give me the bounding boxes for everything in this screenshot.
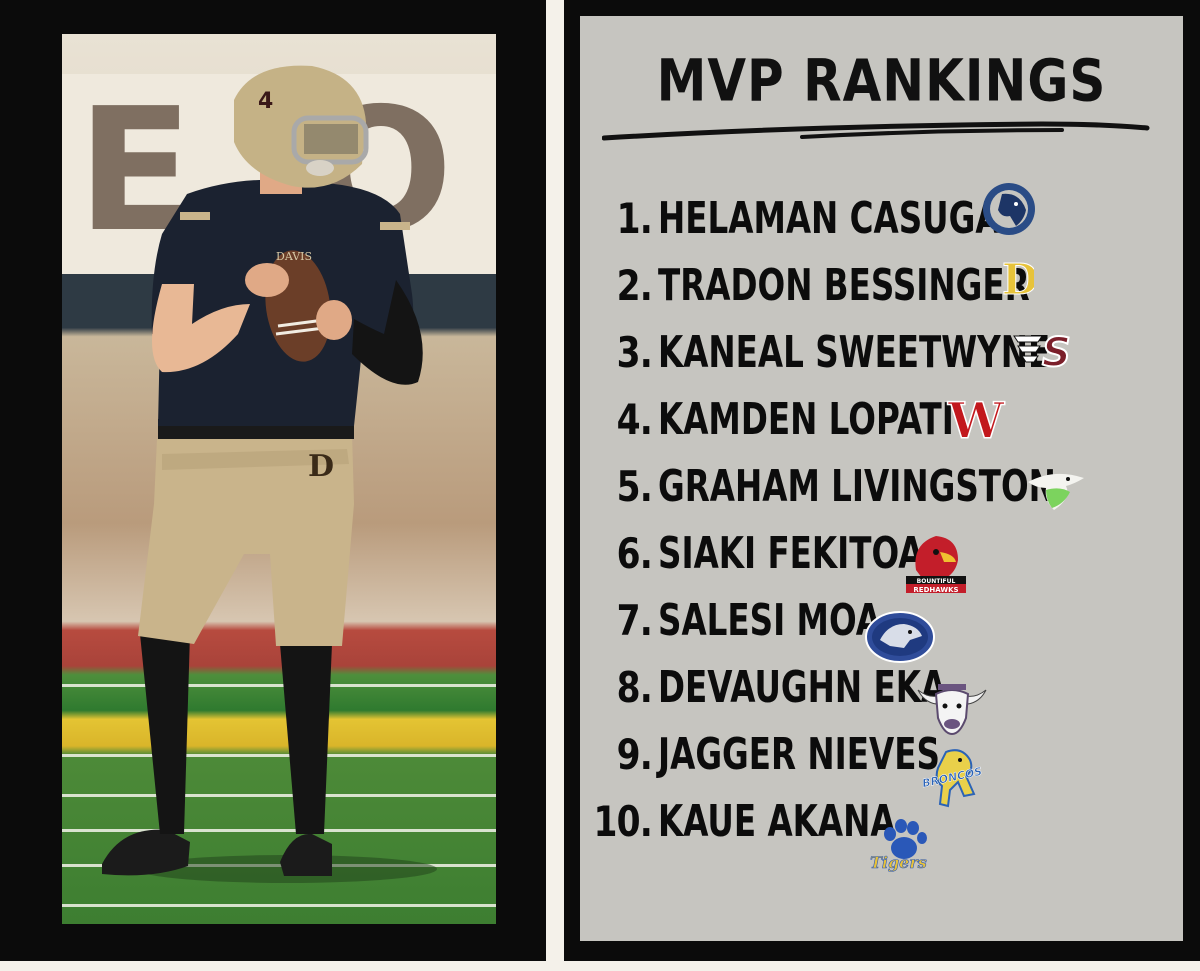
list-item: 9. JAGGER NIEVES	[580, 724, 1039, 784]
rank-number: 8.	[616, 662, 653, 712]
svg-text:DAVIS: DAVIS	[276, 250, 312, 263]
quarterback-figure: 4 DAVIS D	[102, 65, 437, 883]
svg-text:D: D	[308, 449, 334, 484]
w-logo-icon: W	[946, 394, 1006, 444]
player-name: SALESI MOA	[658, 594, 881, 646]
list-item: 10. KAUE AKANA	[580, 791, 979, 851]
helmet-number: 4	[258, 89, 273, 114]
rank-number: 5.	[616, 461, 653, 511]
player-name: SIAKI FEKITOA	[658, 527, 924, 579]
broncos-logo-icon: BRONCOS	[921, 749, 984, 808]
rank-number: 2.	[616, 260, 653, 310]
svg-text:W: W	[947, 394, 1005, 444]
player-name: KAMDEN LOPATI	[658, 393, 954, 445]
redhawks-logo-icon: BOUNTIFUL REDHAWKS	[906, 536, 966, 594]
list-item: 2. TRADON BESSINGER	[580, 255, 1160, 315]
wolf-logo-icon	[865, 611, 935, 663]
list-item: 6. SIAKI FEKITOA	[580, 523, 1017, 583]
rank-number: 6.	[616, 528, 653, 578]
svg-text:D: D	[1002, 255, 1034, 302]
player-photo: E O	[62, 34, 496, 924]
list-item: 7. SALESI MOA	[580, 590, 959, 650]
rank-number: 10.	[593, 796, 652, 846]
title-underline	[602, 121, 1150, 141]
rank-number: 1.	[616, 193, 653, 243]
page-title: MVP RANKINGS	[656, 47, 1107, 115]
tigers-paw-logo-icon: Tigers	[870, 819, 927, 872]
list-item: 5. GRAHAM LIVINGSTON	[580, 456, 1196, 516]
player-name: KAUE AKANA	[658, 795, 896, 847]
list-item: 4. KAMDEN LOPATI	[580, 389, 1058, 449]
player-name: DEVAUGHN EKA	[658, 661, 947, 713]
rank-number: 3.	[616, 327, 653, 377]
bottom-border	[0, 961, 1200, 971]
hawk-logo-icon	[1028, 473, 1084, 510]
rank-number: 7.	[616, 595, 653, 645]
svg-text:BOUNTIFUL: BOUNTIFUL	[917, 578, 956, 585]
svg-text:S: S	[1042, 330, 1071, 372]
player-name: KANEAL SWEETWYNE	[658, 326, 1051, 378]
player-name: JAGGER NIEVES	[658, 728, 940, 780]
stallion-logo-icon	[983, 183, 1035, 235]
rank-number: 4.	[616, 394, 653, 444]
player-name: TRADON BESSINGER	[658, 259, 1030, 311]
player-name: GRAHAM LIVINGSTON	[658, 460, 1056, 512]
rank-number: 9.	[616, 729, 653, 779]
player-name: HELAMAN CASUGA	[658, 192, 1001, 244]
bull-logo-icon	[917, 684, 987, 736]
list-item: 1. HELAMAN CASUGA	[580, 188, 1121, 248]
svg-text:REDHAWKS: REDHAWKS	[913, 586, 958, 594]
svg-text:Tigers: Tigers	[870, 853, 927, 872]
rankings-card: MVP RANKINGS 1. HELAMAN CASUGA 2. TRADON…	[580, 16, 1183, 941]
list-item: 8. DEVAUGHN EKA	[580, 657, 1047, 717]
list-item: 3. KANEAL SWEETWYNE	[580, 322, 1188, 382]
winged-s-logo-icon: S	[1013, 329, 1072, 372]
davis-d-logo-icon: D	[1002, 255, 1035, 303]
